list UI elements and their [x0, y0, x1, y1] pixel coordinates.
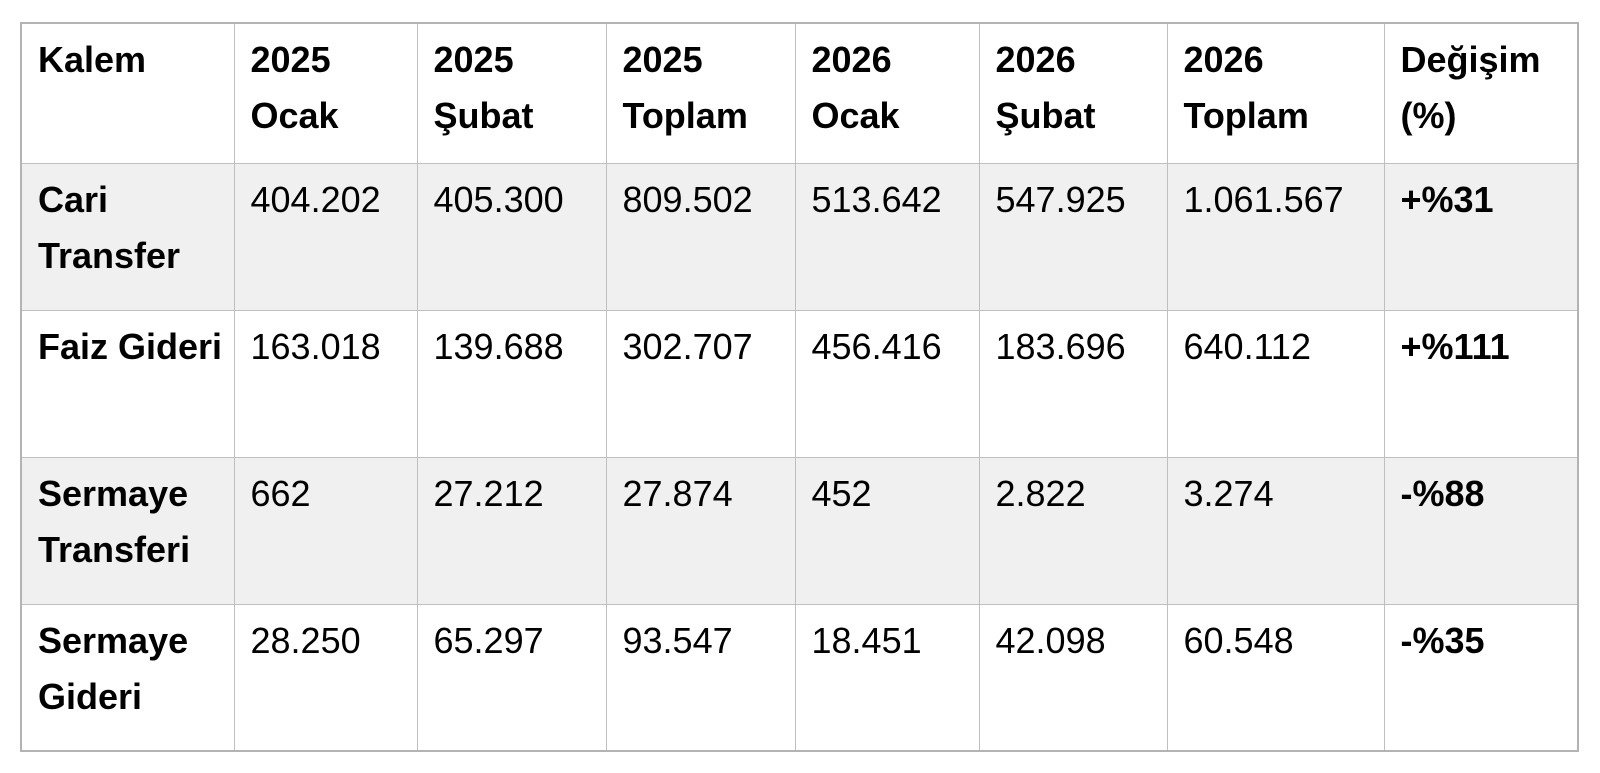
data-cell: 513.642: [794, 162, 980, 311]
header-line1: Değişim: [1400, 39, 1541, 80]
row-label: Cari Transfer: [20, 162, 235, 311]
change-cell: -%35: [1383, 603, 1579, 752]
header-cell-kalem: Kalem: [20, 22, 235, 164]
data-cell: 3.274: [1166, 456, 1385, 605]
header-cell-2026-subat: 2026 Şubat: [978, 22, 1168, 164]
header-line2: Ocak: [811, 95, 900, 136]
header-cell-2025-ocak: 2025 Ocak: [233, 22, 418, 164]
header-cell-2025-toplam: 2025 Toplam: [605, 22, 796, 164]
data-cell: 456.416: [794, 309, 980, 458]
row-label: Faiz Gideri: [20, 309, 235, 458]
header-line2: Toplam: [1183, 95, 1309, 136]
header-row: Kalem 2025 Ocak 2025 Şubat 2025 Toplam 2…: [20, 22, 1579, 164]
data-cell: 302.707: [605, 309, 796, 458]
data-cell: 183.696: [978, 309, 1168, 458]
header-line2: Şubat: [995, 95, 1096, 136]
data-cell: 809.502: [605, 162, 796, 311]
header-line1: 2025: [250, 39, 331, 80]
data-cell: 2.822: [978, 456, 1168, 605]
data-cell: 1.061.567: [1166, 162, 1385, 311]
header-line2: Ocak: [250, 95, 339, 136]
header-cell-2026-ocak: 2026 Ocak: [794, 22, 980, 164]
data-cell: 452: [794, 456, 980, 605]
change-cell: -%88: [1383, 456, 1579, 605]
table-row-sermaye-transferi: Sermaye Transferi 662 27.212 27.874 452 …: [20, 456, 1579, 605]
header-cell-2025-subat: 2025 Şubat: [416, 22, 607, 164]
data-cell: 405.300: [416, 162, 607, 311]
header-line2: Toplam: [622, 95, 748, 136]
row-label: Sermaye Transferi: [20, 456, 235, 605]
header-cell-degisim: Değişim (%): [1383, 22, 1579, 164]
data-cell: 65.297: [416, 603, 607, 752]
data-cell: 42.098: [978, 603, 1168, 752]
data-cell: 27.874: [605, 456, 796, 605]
header-line1: 2025: [622, 39, 703, 80]
data-cell: 547.925: [978, 162, 1168, 311]
table-row-cari-transfer: Cari Transfer 404.202 405.300 809.502 51…: [20, 162, 1579, 311]
header-line1: 2026: [811, 39, 892, 80]
data-cell: 163.018: [233, 309, 418, 458]
data-cell: 18.451: [794, 603, 980, 752]
data-cell: 662: [233, 456, 418, 605]
budget-table-container: Kalem 2025 Ocak 2025 Şubat 2025 Toplam 2…: [20, 22, 1579, 752]
data-cell: 404.202: [233, 162, 418, 311]
header-cell-2026-toplam: 2026 Toplam: [1166, 22, 1385, 164]
header-line1: 2025: [433, 39, 514, 80]
change-cell: +%31: [1383, 162, 1579, 311]
budget-comparison-table: Kalem 2025 Ocak 2025 Şubat 2025 Toplam 2…: [20, 22, 1579, 752]
data-cell: 139.688: [416, 309, 607, 458]
row-label: Sermaye Gideri: [20, 603, 235, 752]
header-line1: 2026: [995, 39, 1076, 80]
table-row-faiz-gideri: Faiz Gideri 163.018 139.688 302.707 456.…: [20, 309, 1579, 458]
data-cell: 93.547: [605, 603, 796, 752]
change-cell: +%111: [1383, 309, 1579, 458]
header-line1: 2026: [1183, 39, 1264, 80]
table-row-sermaye-gideri: Sermaye Gideri 28.250 65.297 93.547 18.4…: [20, 603, 1579, 752]
header-line2: (%): [1400, 95, 1457, 136]
data-cell: 27.212: [416, 456, 607, 605]
data-cell: 28.250: [233, 603, 418, 752]
data-cell: 60.548: [1166, 603, 1385, 752]
header-line1: Kalem: [38, 39, 147, 80]
data-cell: 640.112: [1166, 309, 1385, 458]
header-line2: Şubat: [433, 95, 534, 136]
